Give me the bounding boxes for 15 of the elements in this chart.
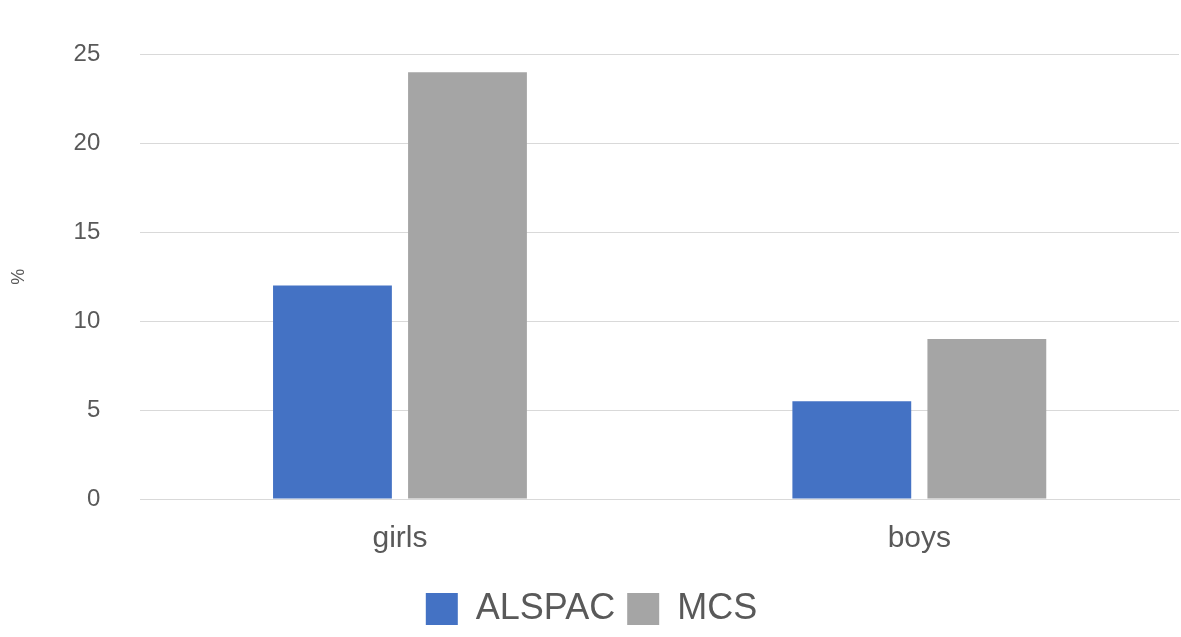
bar [273,285,392,499]
y-tick-label: 0 [86,483,101,511]
legend-label: ALSPAC [475,585,616,627]
x-tick-label: girls [372,520,428,554]
bar [408,72,527,499]
y-tick-label: 5 [86,394,101,422]
y-tick-label: 15 [73,216,101,244]
x-tick-label: boys [887,520,952,554]
bar [927,338,1047,499]
y-tick-label: 10 [73,305,101,333]
y-axis-title: % [7,268,28,285]
bar [792,401,912,499]
legend-label: MCS [677,585,758,627]
y-tick-label: 25 [73,39,101,67]
y-tick-label: 20 [73,127,101,155]
